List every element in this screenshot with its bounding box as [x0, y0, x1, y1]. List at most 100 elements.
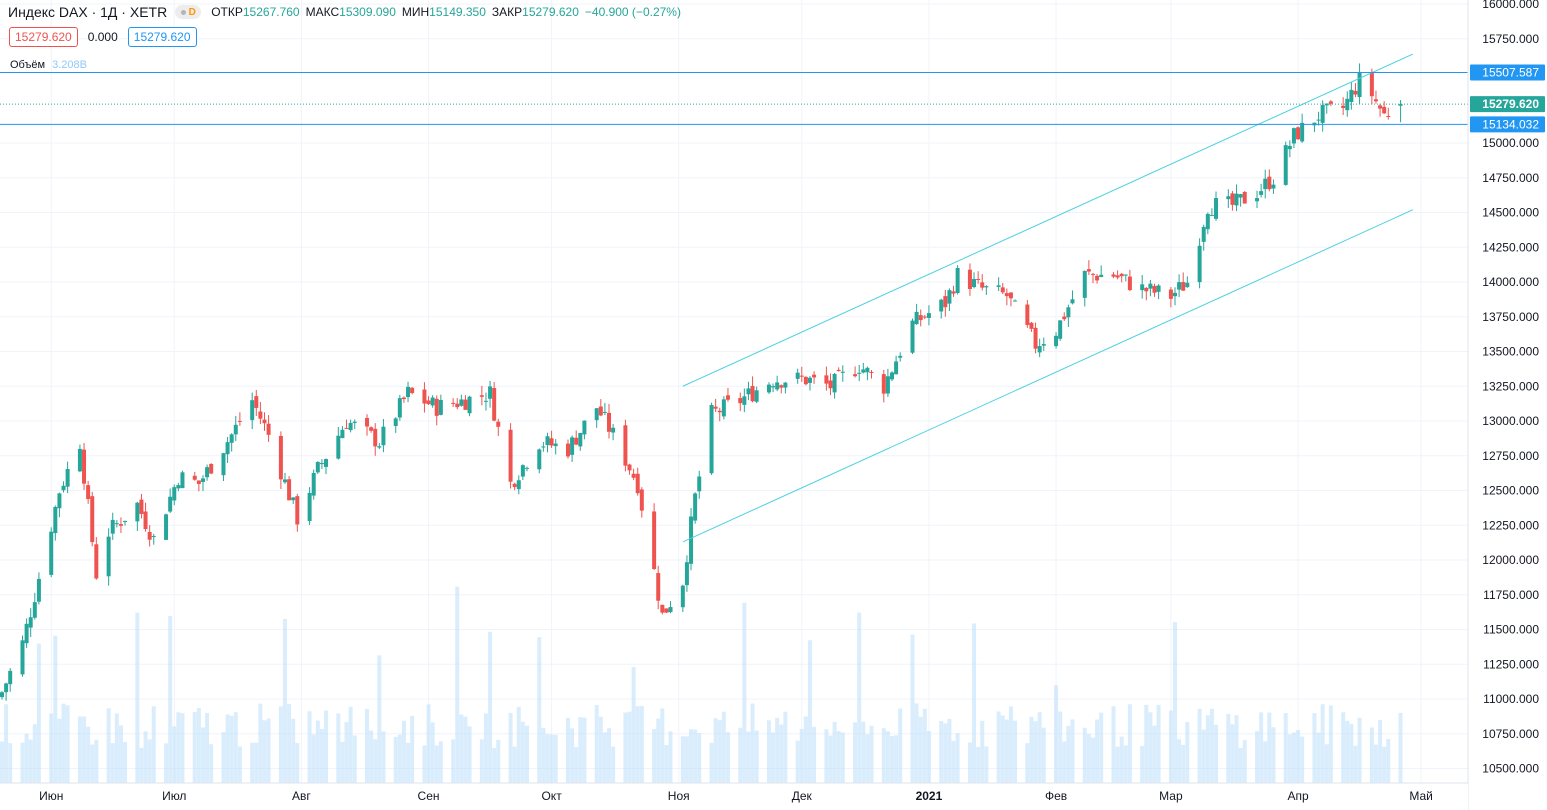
volume-bar — [1369, 727, 1374, 783]
volume-bar — [488, 631, 493, 783]
candle-body — [266, 423, 271, 435]
candle-body — [143, 511, 148, 530]
candle-body — [1349, 89, 1354, 103]
volume-legend[interactable]: Объём 3.208B — [10, 59, 87, 71]
candle-body — [660, 604, 665, 613]
volume-bar — [1205, 715, 1210, 783]
candle-body — [697, 476, 702, 492]
volume-bar — [1226, 713, 1231, 783]
candle-body — [20, 640, 25, 675]
candle-body — [90, 496, 95, 543]
price-tick-label: 16000.000 — [1482, 0, 1539, 11]
visibility-badge[interactable]: D — [175, 5, 202, 19]
volume-bar — [1353, 745, 1358, 783]
high-value: 15309.090 — [339, 5, 396, 19]
volume-bar — [955, 733, 960, 783]
candle-body — [1181, 282, 1186, 291]
candle-body — [196, 480, 201, 484]
volume-bar — [574, 747, 579, 783]
candle-body — [943, 296, 948, 308]
volume-bar — [90, 744, 95, 783]
price-axis[interactable]: 16000.000 15750.000 15000.000 14750.000 1450… — [1467, 0, 1547, 810]
time-tick-label: Май — [1409, 789, 1433, 803]
candle-body — [1156, 285, 1161, 292]
candle-body — [541, 446, 546, 448]
volume-bar — [278, 706, 283, 783]
volume-bar — [922, 708, 927, 783]
candle-body — [1382, 106, 1387, 114]
volume-bar — [976, 746, 981, 783]
candle-body — [894, 361, 899, 375]
volume-bar — [114, 713, 119, 783]
volume-bar — [401, 720, 406, 783]
channel-lower-line[interactable] — [682, 209, 1414, 543]
candle-body — [1004, 293, 1009, 297]
candle-body — [1341, 105, 1346, 109]
volume-bar — [775, 717, 780, 783]
time-axis[interactable]: Июн Июл Авг Сен Окт Ноя Дек 2021 Фев Мар Апр Май — [0, 782, 1468, 810]
drawings[interactable] — [0, 53, 1468, 543]
volume-bar — [233, 712, 238, 783]
price-tick-label: 12750.000 — [1482, 449, 1539, 463]
delay-badge: D — [188, 6, 196, 18]
time-tick-label: Июл — [162, 789, 186, 803]
sell-price-button[interactable]: 15279.620 — [9, 27, 78, 47]
candle-body — [1205, 213, 1210, 230]
candle-body — [1123, 274, 1128, 276]
candle-body — [1185, 282, 1190, 288]
volume-bar — [1238, 747, 1243, 783]
candle-body — [750, 386, 755, 402]
volume-bar — [824, 729, 829, 783]
volume-bar — [205, 713, 210, 783]
candle-body — [947, 290, 952, 304]
candle-body — [951, 291, 956, 294]
volume-bar — [865, 734, 870, 783]
volume-bar — [668, 731, 673, 783]
volume-bar — [65, 705, 70, 783]
candle-body — [1041, 344, 1046, 346]
volume-bar — [914, 703, 919, 783]
candle-body — [438, 399, 443, 415]
open-label: ОТКР — [211, 5, 243, 19]
candle-body — [377, 446, 382, 448]
quote-boxes: 15279.620 0.000 15279.620 — [9, 27, 197, 47]
candle-body — [352, 421, 357, 423]
candle-body — [172, 487, 177, 501]
buy-price-button[interactable]: 15279.620 — [127, 27, 197, 47]
volume-bar — [1070, 719, 1075, 783]
chart-grid — [0, 0, 1468, 783]
candle-body — [1316, 119, 1321, 121]
candle-body — [742, 396, 747, 405]
volume-bar — [1004, 719, 1009, 783]
candle-body — [890, 372, 895, 380]
volume-bar — [771, 732, 776, 783]
channel-upper-line[interactable] — [682, 53, 1414, 387]
candle-body — [639, 489, 644, 511]
candle-body — [738, 398, 743, 404]
volume-bar — [947, 718, 952, 783]
candle-body — [410, 387, 415, 394]
symbol-title[interactable]: Индекс DAX · 1Д · XETR — [8, 4, 168, 20]
candle-body — [4, 683, 9, 693]
candle-body — [664, 608, 669, 613]
candle-body — [594, 408, 599, 421]
volume-bar — [139, 747, 144, 783]
candle-body — [483, 400, 488, 402]
candle-body — [451, 402, 456, 404]
candle-body — [656, 573, 661, 601]
candle-body — [1238, 194, 1243, 198]
candle-body — [766, 384, 771, 393]
volume-bar — [1386, 738, 1391, 783]
candle-body — [1378, 105, 1383, 109]
candle-body — [680, 585, 685, 608]
volume-bar — [455, 586, 460, 783]
volume-bar — [1095, 719, 1100, 783]
volume-bar — [496, 739, 501, 783]
candle-body — [582, 420, 587, 435]
candle-body — [459, 399, 464, 406]
volume-bar — [1156, 704, 1161, 783]
volume-bar — [410, 715, 415, 783]
price-tick-label: 11250.000 — [1483, 657, 1539, 671]
candle-body — [434, 398, 439, 416]
